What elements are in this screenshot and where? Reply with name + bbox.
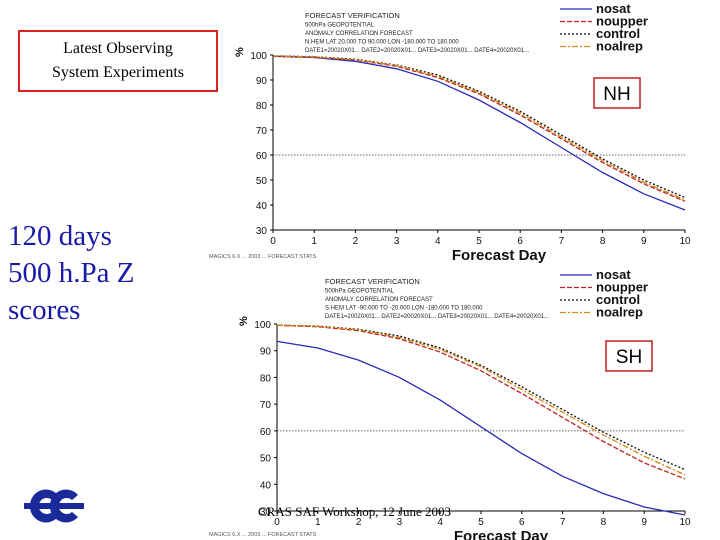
header-line: DATE1=20020X01... DATE2=20020X01... DATE… [305, 48, 529, 54]
series-line-nosat [276, 340, 686, 516]
y-tick-label: 90 [260, 347, 272, 358]
header-line: 500hPa GEOPOTENTIAL [305, 23, 375, 29]
x-tick-label: 3 [394, 236, 400, 247]
x-tick-label: 9 [641, 236, 647, 247]
hemisphere-text: NH [603, 84, 630, 105]
x-tick-label: 7 [559, 236, 565, 247]
y-tick-label: 50 [260, 454, 272, 465]
nh-chart: FORECAST VERIFICATION 500hPa GEOPOTENTIAL… [209, 1, 691, 264]
y-tick-label: 70 [260, 400, 272, 411]
header-line: DATE1=20020X01... DATE2=20020X01... DATE… [325, 314, 549, 320]
x-tick-label: 8 [601, 517, 607, 528]
x-tick-label: 6 [517, 236, 523, 247]
series-line-noupper [272, 55, 686, 202]
footnote: MAGICS 6.X ... 2003 ... FORECAST STATS [209, 532, 317, 538]
title-box: Latest Observing System Experiments [18, 30, 218, 92]
header-line: 500hPa GEOPOTENTIAL [325, 289, 395, 295]
y-tick-label: 40 [256, 201, 268, 212]
footer-text: CRAS SAF Workshop, 12 June 2003 [258, 504, 452, 519]
header-line: ANOMALY CORRELATION FORECAST [305, 31, 413, 37]
hemisphere-label: SH [605, 340, 653, 372]
legend-label-noalrep: noalrep [596, 305, 643, 320]
x-tick-label: 8 [600, 236, 606, 247]
x-tick-label: 9 [641, 517, 647, 528]
y-tick-label: 40 [260, 480, 272, 491]
x-tick-label: 10 [679, 517, 691, 528]
x-tick-label: 2 [353, 236, 359, 247]
y-tick-label: 60 [260, 427, 272, 438]
header-line: N.HEM LAT 20.000 TO 90.000 LON -180.000 … [305, 40, 459, 46]
side-note-line-2: 500 h.Pa Z [8, 257, 135, 289]
legend-label-noupper: noupper [596, 280, 648, 295]
y-tick-label: 30 [260, 507, 272, 518]
side-note-line-3: scores [8, 294, 81, 326]
hemisphere-box [605, 340, 653, 372]
y-axis-label: % [238, 316, 250, 326]
x-tick-label: 1 [311, 236, 317, 247]
header-line: FORECAST VERIFICATION [305, 11, 400, 20]
hemisphere-text: SH [616, 347, 642, 368]
sh-chart: FORECAST VERIFICATION 500hPa GEOPOTENTIAL… [209, 267, 691, 540]
x-tick-label: 5 [476, 236, 482, 247]
x-tick-label: 10 [679, 236, 691, 247]
x-axis-label: Forecast Day [452, 247, 547, 264]
x-tick-label: 1 [315, 517, 321, 528]
y-axis-label: % [234, 47, 246, 57]
legend-label-noalrep: noalrep [596, 39, 643, 54]
x-tick-label: 7 [560, 517, 566, 528]
legend-label-noupper: noupper [596, 14, 648, 29]
side-note: 120 days 500 h.Pa Z scores [8, 218, 168, 329]
y-tick-label: 90 [256, 76, 268, 87]
y-tick-label: 80 [260, 373, 272, 384]
x-tick-label: 3 [397, 517, 403, 528]
x-axis-label: Forecast Day [454, 528, 549, 540]
x-tick-label: 0 [274, 517, 280, 528]
footnote: MAGICS 6.X ... 2003 ... FORECAST STATS [209, 254, 317, 260]
x-tick-label: 2 [356, 517, 362, 528]
series-line-noalrep [272, 55, 686, 201]
x-tick-label: 4 [437, 517, 443, 528]
ecmwf-logo-icon [24, 489, 84, 523]
y-tick-label: 30 [256, 226, 268, 237]
hemisphere-box [593, 77, 641, 109]
y-tick-label: 50 [256, 176, 268, 187]
legend-label-control: control [596, 292, 640, 307]
legend-label-nosat: nosat [596, 1, 631, 16]
series-line-noalrep [276, 324, 686, 476]
x-tick-label: 6 [519, 517, 525, 528]
series-line-noupper [276, 324, 686, 480]
header-line: S.HEM LAT -90.000 TO -20.000 LON -180.00… [325, 306, 483, 312]
hemisphere-label: NH [593, 77, 641, 109]
x-tick-label: 5 [478, 517, 484, 528]
series-line-nosat [272, 55, 686, 211]
legend-label-nosat: nosat [596, 267, 631, 282]
y-tick-label: 70 [256, 126, 268, 137]
header-line: FORECAST VERIFICATION [325, 277, 420, 286]
legend-label-control: control [596, 26, 640, 41]
x-tick-label: 0 [270, 236, 276, 247]
title-line-1: Latest Observing [63, 40, 173, 57]
y-tick-label: 100 [250, 51, 267, 62]
side-note-line-1: 120 days [8, 220, 112, 252]
y-tick-label: 60 [256, 151, 268, 162]
header-line: ANOMALY CORRELATION FORECAST [325, 297, 433, 303]
x-tick-label: 4 [435, 236, 441, 247]
series-line-control [272, 55, 686, 199]
y-tick-label: 80 [256, 101, 268, 112]
title-line-2: System Experiments [52, 64, 184, 81]
y-tick-label: 100 [254, 320, 271, 331]
